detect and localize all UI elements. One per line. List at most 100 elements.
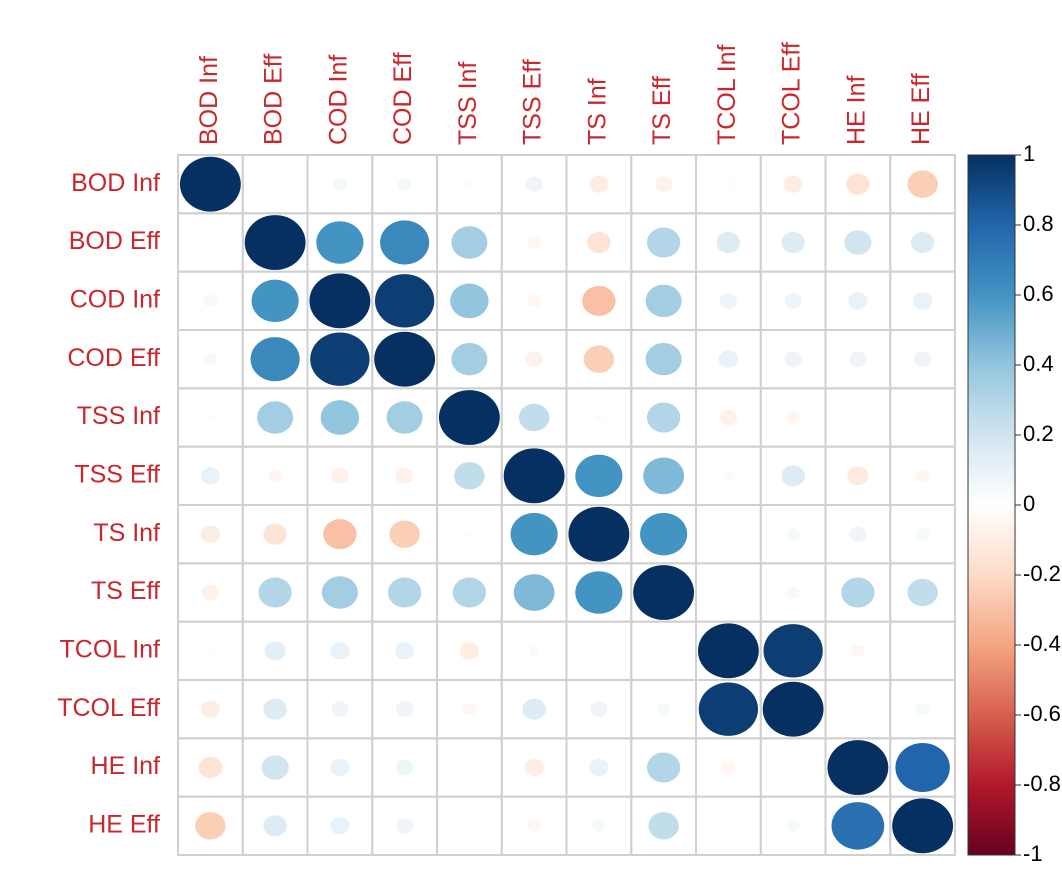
- corr-circle: [831, 802, 885, 850]
- colorbar: [967, 154, 1016, 856]
- corr-circle: [719, 409, 737, 426]
- column-label: COD Eff: [389, 52, 417, 145]
- colorbar-tick-label: -1: [1023, 841, 1043, 866]
- column-label: BOD Eff: [260, 54, 288, 145]
- corr-circle: [203, 294, 218, 307]
- corr-circle: [200, 525, 220, 543]
- corr-circle: [721, 761, 736, 774]
- corr-circle: [589, 758, 609, 777]
- corr-circle: [510, 512, 558, 556]
- corr-circle: [525, 351, 543, 367]
- corr-circle: [582, 285, 616, 316]
- column-label: HE Eff: [907, 73, 935, 145]
- corr-circle: [374, 274, 435, 328]
- colorbar-tick-label: 0: [1023, 491, 1035, 516]
- corr-circle: [200, 467, 220, 485]
- corr-circle: [594, 413, 604, 422]
- corr-circle: [198, 756, 223, 779]
- colorbar-tick-label: 0.2: [1023, 421, 1054, 446]
- row-label: TCOL Eff: [57, 694, 160, 722]
- corr-circle: [263, 698, 287, 720]
- row-label: BOD Eff: [69, 227, 160, 255]
- corr-circle: [783, 175, 803, 193]
- corr-circle: [451, 342, 488, 376]
- corr-circle: [465, 530, 474, 539]
- colorbar-tick-label: -0.6: [1023, 701, 1061, 726]
- corr-circle: [323, 519, 357, 550]
- corr-circle: [655, 176, 673, 192]
- corr-circle: [518, 403, 550, 432]
- corr-circle: [589, 175, 609, 193]
- colorbar-tick-label: 1: [1023, 141, 1035, 166]
- corr-circle: [330, 642, 350, 660]
- corr-circle: [851, 644, 865, 657]
- corr-circle: [786, 586, 800, 599]
- corr-circle: [452, 577, 487, 608]
- corr-circle: [465, 180, 474, 189]
- colorbar-tick-label: 0.8: [1023, 211, 1054, 236]
- corr-circle: [646, 227, 681, 258]
- column-label: TSS Eff: [519, 59, 547, 145]
- corr-circle: [575, 571, 623, 614]
- corr-circle: [784, 293, 802, 309]
- corr-circle: [263, 815, 287, 837]
- corr-circle: [261, 755, 289, 780]
- corr-circle: [179, 156, 241, 212]
- corr-circle: [513, 574, 555, 611]
- corr-circle: [915, 703, 930, 716]
- corr-circle: [848, 292, 868, 310]
- corr-circle: [786, 819, 800, 832]
- corr-circle: [790, 764, 797, 771]
- corr-circle: [387, 577, 422, 608]
- corr-circle: [725, 823, 732, 829]
- corr-circle: [268, 469, 282, 482]
- row-label: BOD Inf: [71, 169, 160, 197]
- column-label: BOD Inf: [195, 56, 223, 145]
- row-label: TS Inf: [93, 519, 160, 547]
- column-label: TSS Inf: [454, 62, 482, 145]
- corr-circle: [841, 577, 875, 608]
- corr-circle: [397, 178, 412, 191]
- corr-circle: [914, 351, 932, 367]
- corr-circle: [633, 565, 695, 620]
- row-label: TSS Eff: [74, 460, 160, 488]
- corr-circle: [913, 292, 933, 310]
- corr-circle: [781, 465, 805, 487]
- corr-circle: [258, 577, 292, 608]
- row-label: TSS Inf: [77, 402, 160, 430]
- corr-circle: [251, 279, 299, 323]
- corr-circle: [660, 648, 667, 654]
- corr-circle: [525, 176, 543, 192]
- corr-circle: [522, 698, 546, 720]
- corr-circle: [854, 414, 861, 421]
- column-label: TS Eff: [648, 76, 676, 145]
- corr-circle: [310, 332, 370, 386]
- corr-circle: [466, 764, 473, 771]
- corr-circle: [451, 226, 488, 259]
- row-label: TS Eff: [91, 577, 160, 605]
- colorbar-tick-label: 0.4: [1023, 351, 1054, 376]
- corr-circle: [527, 819, 541, 832]
- column-label: COD Inf: [324, 55, 352, 145]
- corr-circle: [438, 390, 500, 445]
- corr-circle: [575, 454, 623, 498]
- corr-circle: [784, 351, 802, 367]
- corr-circle: [389, 520, 420, 548]
- corr-circle: [396, 701, 414, 717]
- corr-circle: [450, 283, 489, 319]
- corr-circle: [827, 740, 889, 795]
- corr-circle: [321, 576, 358, 609]
- corr-circle: [762, 681, 824, 737]
- corr-circle: [592, 819, 606, 832]
- corr-circle: [698, 682, 759, 736]
- corr-circle: [250, 337, 300, 382]
- corr-circle: [849, 526, 867, 542]
- corr-circle: [331, 468, 349, 484]
- corr-circle: [330, 817, 350, 835]
- corr-circle: [645, 284, 682, 318]
- cell: [889, 795, 956, 857]
- corr-circle: [395, 642, 415, 660]
- corr-circle: [725, 589, 732, 596]
- column-label: TS Inf: [583, 78, 611, 145]
- corr-circle: [646, 752, 681, 783]
